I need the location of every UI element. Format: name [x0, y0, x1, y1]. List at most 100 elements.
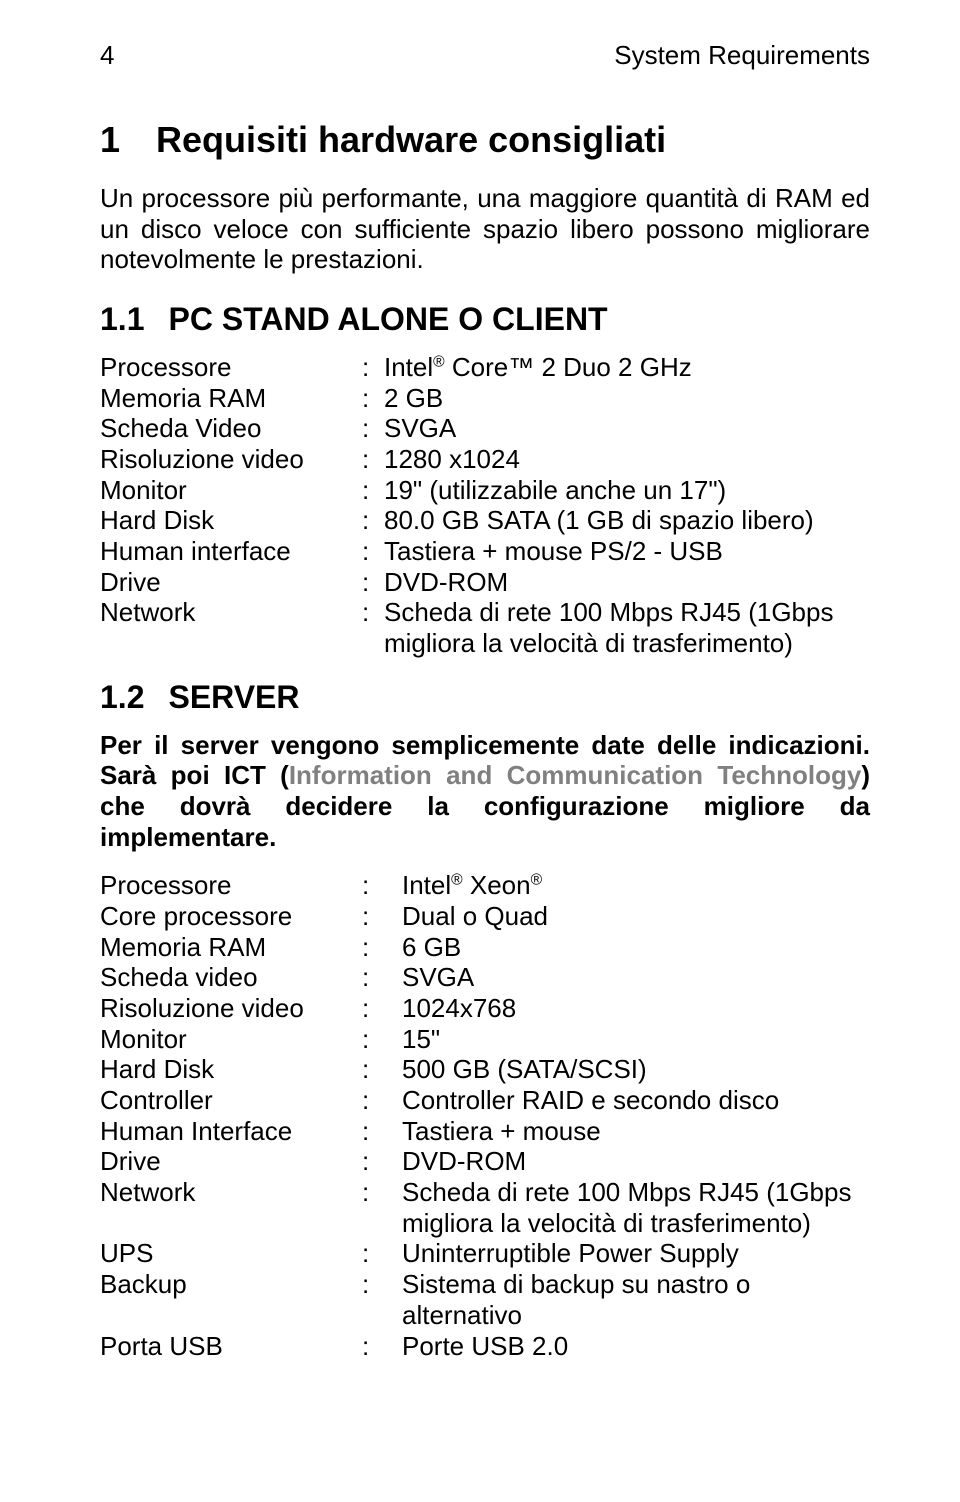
spec-label: Controller: [100, 1085, 362, 1116]
spec-label: Hard Disk: [100, 505, 362, 536]
spec-colon: :: [362, 413, 384, 444]
heading-1-text: Requisiti hardware consigliati: [156, 119, 666, 160]
registered-icon: ®: [451, 872, 463, 889]
spec-value: Dual o Quad: [402, 901, 870, 932]
spec-row: Memoria RAM:6 GB: [100, 932, 870, 963]
spec-row: Network:Scheda di rete 100 Mbps RJ45 (1G…: [100, 597, 870, 628]
spec-label: Network: [100, 597, 362, 628]
spec-value: Porte USB 2.0: [402, 1331, 870, 1362]
spec-row: UPS:Uninterruptible Power Supply: [100, 1238, 870, 1269]
spec-value: 80.0 GB SATA (1 GB di spazio libero): [384, 505, 870, 536]
spec-row: Drive:DVD-ROM: [100, 1146, 870, 1177]
ict-grey-text: Information and Communication Technology: [289, 760, 862, 790]
heading-1-1-number: 1.1: [100, 301, 144, 338]
spec-value: DVD-ROM: [402, 1146, 870, 1177]
spec-label: Porta USB: [100, 1331, 362, 1362]
spec-label: Scheda Video: [100, 413, 362, 444]
spec-row: Hard Disk:80.0 GB SATA (1 GB di spazio l…: [100, 505, 870, 536]
spec-colon: :: [362, 1116, 402, 1147]
spec-label: Risoluzione video: [100, 993, 362, 1024]
page-header: 4 System Requirements: [100, 40, 870, 71]
spec-label: Scheda video: [100, 962, 362, 993]
spec-colon: :: [362, 1177, 402, 1208]
spec-value: DVD-ROM: [384, 567, 870, 598]
spec-value: 500 GB (SATA/SCSI): [402, 1054, 870, 1085]
spec-value: 1280 x1024: [384, 444, 870, 475]
spec-row: Monitor:19" (utilizzabile anche un 17"): [100, 475, 870, 506]
spec-row: Drive:DVD-ROM: [100, 567, 870, 598]
heading-1: 1 Requisiti hardware consigliati: [100, 119, 870, 161]
spec-row: Risoluzione video:1280 x1024: [100, 444, 870, 475]
spec-value: 1024x768: [402, 993, 870, 1024]
spec-row: Scheda Video:SVGA: [100, 413, 870, 444]
spec-colon: :: [362, 352, 384, 383]
spec-row: Scheda video:SVGA: [100, 962, 870, 993]
spec-label: Risoluzione video: [100, 444, 362, 475]
spec-colon: :: [362, 932, 402, 963]
spec-colon: :: [362, 383, 384, 414]
spec-value: Tastiera + mouse: [402, 1116, 870, 1147]
spec-colon: :: [362, 901, 402, 932]
spec-value: SVGA: [402, 962, 870, 993]
spec-value: SVGA: [384, 413, 870, 444]
spec-colon: :: [362, 1238, 402, 1269]
spec-colon: :: [362, 567, 384, 598]
spec-row: Controller:Controller RAID e secondo dis…: [100, 1085, 870, 1116]
page-number: 4: [100, 40, 114, 71]
spec-row: Hard Disk:500 GB (SATA/SCSI): [100, 1054, 870, 1085]
spec-colon: :: [362, 962, 402, 993]
intro-paragraph: Un processore più performante, una maggi…: [100, 183, 870, 275]
spec-colon: :: [362, 1024, 402, 1055]
heading-1-1: 1.1 PC STAND ALONE O CLIENT: [100, 301, 870, 338]
spec-label: Memoria RAM: [100, 932, 362, 963]
spec-label: Drive: [100, 1146, 362, 1177]
spec-value: Intel® Xeon®: [402, 870, 870, 901]
spec-colon: :: [362, 536, 384, 567]
spec-colon: :: [362, 1269, 402, 1300]
spec-row: Core processore:Dual o Quad: [100, 901, 870, 932]
spec-row: Human interface:Tastiera + mouse PS/2 - …: [100, 536, 870, 567]
server-spec-table: Processore:Intel® Xeon® Core processore:…: [100, 870, 870, 1361]
heading-1-1-text: PC STAND ALONE O CLIENT: [168, 301, 607, 337]
spec-colon: :: [362, 505, 384, 536]
spec-value: migliora la velocità di trasferimento): [402, 1208, 870, 1239]
spec-row: Network:Scheda di rete 100 Mbps RJ45 (1G…: [100, 1177, 870, 1208]
heading-1-2-number: 1.2: [100, 679, 144, 716]
spec-row: Human Interface:Tastiera + mouse: [100, 1116, 870, 1147]
spec-row-continuation: .:alternativo: [100, 1300, 870, 1331]
spec-value: Sistema di backup su nastro o: [402, 1269, 870, 1300]
spec-row: Backup:Sistema di backup su nastro o: [100, 1269, 870, 1300]
spec-value: 6 GB: [402, 932, 870, 963]
spec-value: 2 GB: [384, 383, 870, 414]
spec-colon: :: [362, 1146, 402, 1177]
spec-value: Tastiera + mouse PS/2 - USB: [384, 536, 870, 567]
spec-value: Controller RAID e secondo disco: [402, 1085, 870, 1116]
spec-row: Processore:Intel® Xeon®: [100, 870, 870, 901]
spec-value: Scheda di rete 100 Mbps RJ45 (1Gbps: [384, 597, 870, 628]
spec-colon: :: [362, 597, 384, 628]
spec-colon: :: [362, 1085, 402, 1116]
spec-label: UPS: [100, 1238, 362, 1269]
spec-label: Monitor: [100, 475, 362, 506]
spec-colon: :: [362, 870, 402, 901]
spec-label: Network: [100, 1177, 362, 1208]
spec-value: 19" (utilizzabile anche un 17"): [384, 475, 870, 506]
spec-colon: :: [362, 1054, 402, 1085]
spec-value: Intel® Core™ 2 Duo 2 GHz: [384, 352, 870, 383]
spec-label: Processore: [100, 352, 362, 383]
spec-row-continuation: .:migliora la velocità di trasferimento): [100, 628, 870, 659]
client-spec-table: Processore:Intel® Core™ 2 Duo 2 GHz Memo…: [100, 352, 870, 659]
heading-1-2-text: SERVER: [168, 679, 299, 715]
spec-row: Memoria RAM:2 GB: [100, 383, 870, 414]
server-paragraph: Per il server vengono semplicemente date…: [100, 730, 870, 853]
spec-colon: :: [362, 993, 402, 1024]
registered-icon: ®: [433, 353, 445, 370]
spec-row: Porta USB:Porte USB 2.0: [100, 1331, 870, 1362]
spec-colon: :: [362, 1331, 402, 1362]
spec-value: alternativo: [402, 1300, 870, 1331]
spec-label: Human interface: [100, 536, 362, 567]
spec-row: Monitor:15": [100, 1024, 870, 1055]
spec-value: Scheda di rete 100 Mbps RJ45 (1Gbps: [402, 1177, 870, 1208]
spec-colon: :: [362, 475, 384, 506]
heading-1-number: 1: [100, 119, 120, 161]
